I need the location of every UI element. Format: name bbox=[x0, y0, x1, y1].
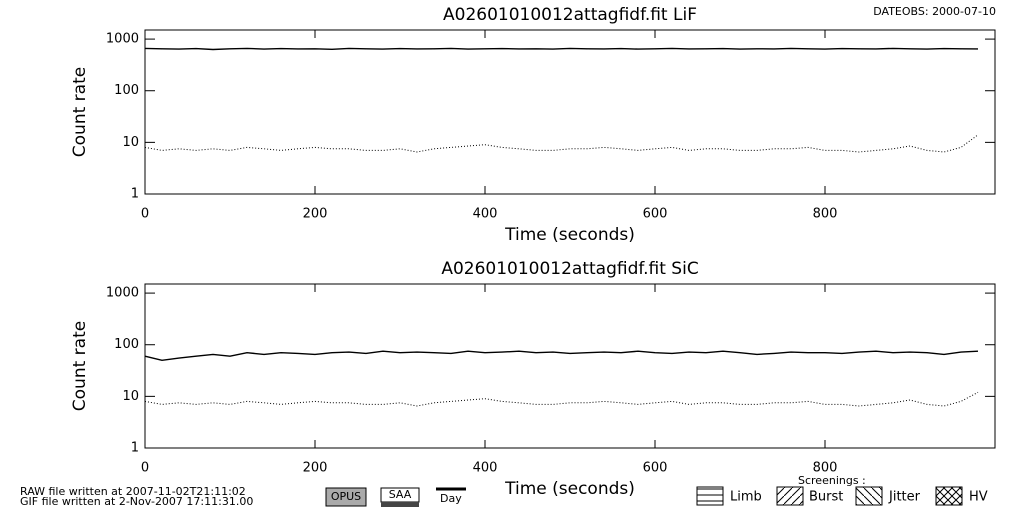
chart-title: A02601010012attagfidf.fit LiF bbox=[443, 5, 697, 25]
dateobs: DATEOBS: 2000-07-10 bbox=[873, 5, 996, 18]
limb-label: Limb bbox=[730, 490, 762, 505]
y-tick-label: 1 bbox=[131, 187, 139, 202]
chart-title: A02601010012attagfidf.fit SiC bbox=[441, 259, 698, 279]
series-line bbox=[144, 47, 979, 51]
y-tick-label: 10 bbox=[122, 135, 139, 150]
y-tick-label: 10 bbox=[122, 389, 139, 404]
screenings-label: Screenings : bbox=[798, 474, 866, 487]
saa-bar bbox=[381, 502, 419, 507]
burst-label: Burst bbox=[809, 490, 843, 505]
x-tick-label: 800 bbox=[813, 461, 838, 476]
opus-box bbox=[325, 487, 367, 507]
x-tick-label: 600 bbox=[643, 461, 668, 476]
x-tick-label: 0 bbox=[141, 207, 149, 222]
y-axis-label: Count rate bbox=[70, 321, 90, 411]
y-tick-label: 1000 bbox=[106, 286, 139, 301]
series-line bbox=[144, 391, 979, 407]
y-axis-label: Count rate bbox=[70, 67, 90, 157]
x-tick-label: 400 bbox=[473, 207, 498, 222]
x-tick-label: 200 bbox=[303, 461, 328, 476]
raw-note: RAW file written at 2007-11-02T21:11:02 bbox=[20, 485, 246, 498]
x-axis-label: Time (seconds) bbox=[504, 479, 635, 499]
series-line bbox=[144, 134, 979, 153]
x-tick-label: 800 bbox=[813, 207, 838, 222]
x-tick-label: 600 bbox=[643, 207, 668, 222]
y-tick-label: 100 bbox=[114, 83, 139, 98]
plot-frame bbox=[144, 283, 996, 449]
footer: RAW file written at 2007-11-02T21:11:02 … bbox=[20, 474, 988, 508]
day-label: Day bbox=[440, 492, 462, 505]
x-tick-label: 0 bbox=[141, 461, 149, 476]
burst-box bbox=[776, 486, 804, 506]
series-line bbox=[144, 350, 979, 362]
opus-label: OPUS bbox=[331, 490, 361, 503]
y-tick-label: 1000 bbox=[106, 32, 139, 47]
hv-box bbox=[935, 486, 963, 506]
plot-frame bbox=[144, 29, 996, 195]
x-axis-label: Time (seconds) bbox=[504, 225, 635, 245]
gif-note: GIF file written at 2-Nov-2007 17:11:31.… bbox=[20, 495, 253, 508]
jitter-box bbox=[855, 486, 883, 506]
saa-label: SAA bbox=[389, 488, 412, 501]
y-tick-label: 1 bbox=[131, 441, 139, 456]
limb-box bbox=[696, 486, 724, 506]
y-tick-label: 100 bbox=[114, 337, 139, 352]
x-tick-label: 400 bbox=[473, 461, 498, 476]
jitter-label: Jitter bbox=[888, 490, 921, 505]
x-tick-label: 200 bbox=[303, 207, 328, 222]
hv-label: HV bbox=[969, 490, 988, 505]
